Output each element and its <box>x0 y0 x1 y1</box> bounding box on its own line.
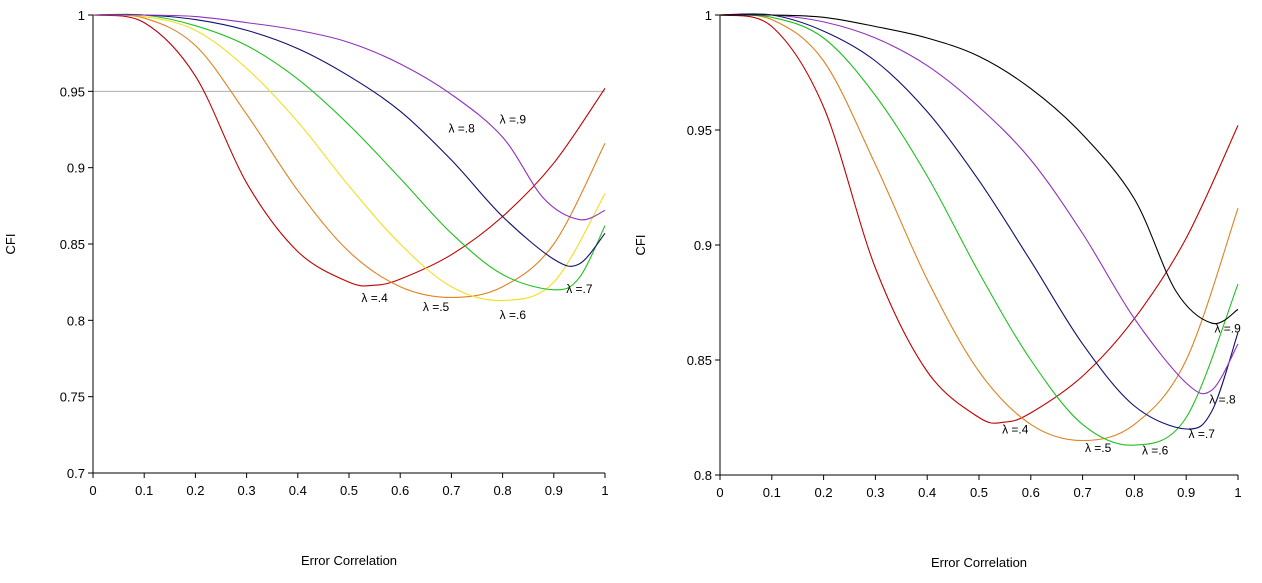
y-tick-label: 0.75 <box>60 390 85 405</box>
y-tick-label: 1 <box>78 8 85 23</box>
y-tick-label: 0.9 <box>67 161 85 176</box>
x-tick-label: 0.9 <box>1177 485 1195 500</box>
series-line-4 <box>719 13 1239 430</box>
series-line-6 <box>92 14 606 221</box>
x-tick-label: 0.1 <box>135 483 153 498</box>
y-tick-label: 0.85 <box>60 237 85 252</box>
series-line-3 <box>92 14 606 302</box>
y-tick-label: 0.7 <box>67 466 85 481</box>
y-axis-title: CFI <box>633 235 648 256</box>
x-axis-title: Error Correlation <box>931 555 1027 570</box>
series-line-1 <box>719 14 1239 424</box>
series-label: λ =.4 <box>1002 423 1029 437</box>
series-line-3 <box>719 14 1239 446</box>
series-label: λ =.5 <box>1085 441 1112 455</box>
chart-panel-2: 0 0.1 0.2 0.3 0.4 0.5 0.6 0.7 0.8 0.9 1 0.8 0.85 0.9 0… <box>633 8 1242 570</box>
x-tick-label: 0.6 <box>1022 485 1040 500</box>
x-tick-label: 0.2 <box>815 485 833 500</box>
series-line-5 <box>92 14 606 267</box>
x-tick-label: 0.9 <box>545 483 563 498</box>
series-label: λ =.9 <box>500 112 527 126</box>
x-tick-label: 0.7 <box>1074 485 1092 500</box>
y-tick-label: 1 <box>705 8 712 23</box>
series-line-4 <box>92 13 606 291</box>
series-label: λ =.9 <box>1214 321 1241 335</box>
x-tick-label: 1 <box>601 483 608 498</box>
x-tick-label: 0.7 <box>442 483 460 498</box>
x-tick-label: 0.4 <box>918 485 936 500</box>
series-label: λ =.7 <box>566 282 593 296</box>
y-tick-label: 0.95 <box>687 123 712 138</box>
x-tick-label: 0.2 <box>186 483 204 498</box>
x-tick-label: 0.4 <box>289 483 307 498</box>
series-label: λ =.6 <box>1142 443 1169 457</box>
series-label: λ =.4 <box>361 291 388 305</box>
series-line-6 <box>719 14 1239 325</box>
x-tick-label: 0.6 <box>391 483 409 498</box>
series-label: λ =.8 <box>448 122 475 136</box>
series-label: λ =.6 <box>500 308 527 322</box>
y-tick-label: 0.8 <box>67 313 85 328</box>
series-line-5 <box>719 13 1239 395</box>
series-line-2 <box>92 14 606 298</box>
series-line-2 <box>719 14 1239 442</box>
x-tick-label: 0.3 <box>238 483 256 498</box>
x-tick-label: 0 <box>716 485 723 500</box>
series-label: λ =.5 <box>423 300 450 314</box>
x-tick-label: 0.8 <box>1125 485 1143 500</box>
x-tick-label: 0.1 <box>763 485 781 500</box>
x-tick-label: 0.5 <box>970 485 988 500</box>
y-tick-label: 0.85 <box>687 353 712 368</box>
y-tick-label: 0.95 <box>60 84 85 99</box>
x-tick-label: 0.8 <box>494 483 512 498</box>
series-label: λ =.8 <box>1209 393 1236 407</box>
x-tick-label: 0 <box>89 483 96 498</box>
x-tick-label: 0.3 <box>866 485 884 500</box>
y-tick-label: 0.8 <box>694 468 712 483</box>
y-axis-title: CFI <box>3 234 18 255</box>
x-tick-label: 1 <box>1234 485 1241 500</box>
series-line-1 <box>92 14 606 287</box>
y-tick-label: 0.9 <box>694 238 712 253</box>
chart-panel-1: 0 0.1 0.2 0.3 0.4 0.5 0.6 0.7 0.8 0.9 1 0.7 0.75 0.8 0… <box>3 8 609 568</box>
x-axis-title: Error Correlation <box>301 553 397 568</box>
x-tick-label: 0.5 <box>340 483 358 498</box>
series-label: λ =.7 <box>1189 427 1216 441</box>
